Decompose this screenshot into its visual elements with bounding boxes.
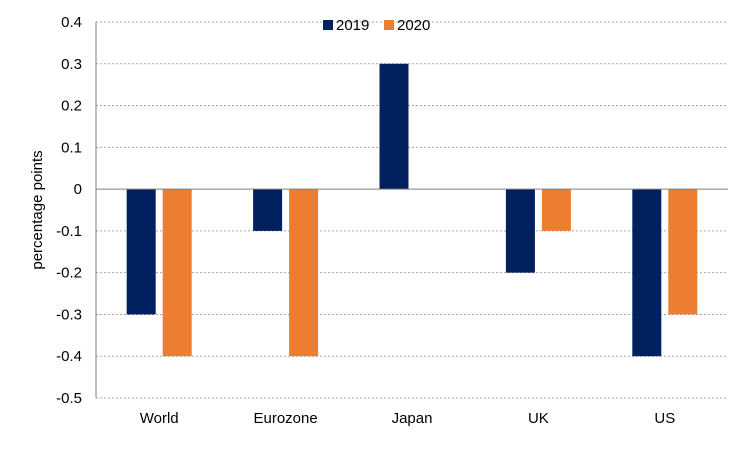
bar-2019-world (126, 189, 156, 315)
y-tick-label: 0.2 (61, 98, 82, 115)
bar-2019-uk (505, 189, 535, 273)
y-tick-label: -0.3 (56, 306, 82, 323)
legend-swatch-2020 (384, 20, 394, 30)
legend: 2019 2020 (323, 17, 430, 34)
gridlines (96, 21, 728, 399)
bars (126, 63, 698, 357)
y-tick-label: 0.1 (61, 139, 82, 156)
legend-label-2019: 2019 (336, 17, 369, 34)
y-tick-label: -0.5 (56, 390, 82, 407)
legend-swatch-2019 (323, 20, 333, 30)
y-tick-label: 0.3 (61, 56, 82, 73)
axes (95, 22, 728, 398)
x-tick-label: Japan (392, 410, 433, 427)
bar-2020-uk (541, 189, 571, 231)
x-tick-labels: World Eurozone Japan UK US (140, 410, 675, 427)
bar-2019-us (632, 189, 662, 357)
bar-2020-eurozone (289, 189, 319, 357)
x-tick-label: UK (528, 410, 549, 427)
bar-2020-world (162, 189, 192, 357)
y-tick-label: 0 (74, 181, 82, 198)
y-tick-label: -0.4 (56, 348, 82, 365)
y-tick-label: 0.4 (61, 14, 82, 31)
x-tick-label: World (140, 410, 179, 427)
y-tick-label: -0.1 (56, 223, 82, 240)
bar-2019-eurozone (253, 189, 283, 231)
x-tick-label: Eurozone (253, 410, 317, 427)
y-tick-label: -0.2 (56, 265, 82, 282)
bar-2020-us (668, 189, 698, 315)
y-tick-labels: 0.4 0.3 0.2 0.1 0 -0.1 -0.2 -0.3 -0.4 -0.5 (56, 14, 82, 407)
y-axis-title: percentage points (29, 150, 46, 269)
legend-label-2020: 2020 (397, 17, 430, 34)
x-tick-label: US (654, 410, 675, 427)
bar-2019-japan (379, 63, 409, 190)
